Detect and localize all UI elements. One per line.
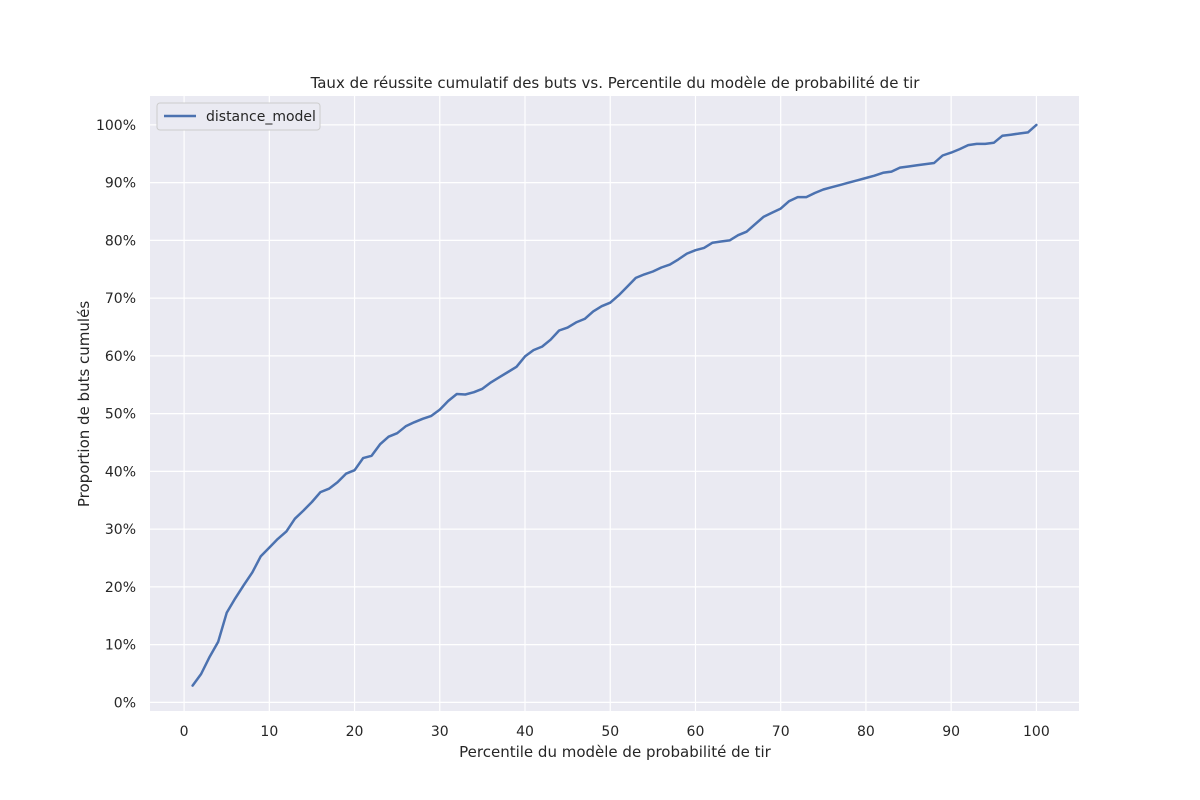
x-tick-label: 70 (772, 724, 790, 740)
y-tick-label: 50% (105, 407, 136, 423)
x-tick-label: 30 (431, 724, 449, 740)
legend: distance_model (156, 102, 321, 131)
y-tick-label: 10% (105, 638, 136, 654)
y-tick-label: 40% (105, 464, 136, 480)
tick-labels: 0 10 20 30 40 50 60 70 80 90 100 0% 10% 20% 30% 40% 50% 6… (96, 118, 1050, 740)
x-tick-label: 100 (1023, 724, 1050, 740)
y-tick-label: 70% (105, 291, 136, 307)
series-layer (191, 123, 1038, 687)
y-tick-label: 60% (105, 349, 136, 365)
x-tick-label: 0 (180, 724, 189, 740)
x-tick-label: 20 (346, 724, 364, 740)
legend-box (156, 102, 321, 131)
legend-label: distance_model (206, 109, 316, 125)
x-tick-label: 50 (601, 724, 619, 740)
chart-title: Taux de réussite cumulatif des buts vs. … (310, 74, 921, 92)
y-tick-label: 80% (105, 233, 136, 249)
x-tick-label: 40 (516, 724, 534, 740)
y-axis-label: Proportion de buts cumulés (75, 301, 93, 507)
x-tick-label: 90 (942, 724, 960, 740)
y-tick-label: 20% (105, 580, 136, 596)
x-tick-label: 10 (260, 724, 278, 740)
plot-area (150, 96, 1079, 711)
y-tick-label: 100% (96, 118, 136, 134)
x-axis-label: Percentile du modèle de probabilité de t… (459, 743, 772, 761)
x-tick-label: 60 (687, 724, 705, 740)
x-tick-label: 80 (857, 724, 875, 740)
y-tick-label: 0% (114, 695, 136, 711)
y-tick-label: 30% (105, 522, 136, 538)
y-tick-label: 90% (105, 176, 136, 192)
series-line-distance_model (191, 123, 1038, 687)
grid (150, 96, 1079, 711)
